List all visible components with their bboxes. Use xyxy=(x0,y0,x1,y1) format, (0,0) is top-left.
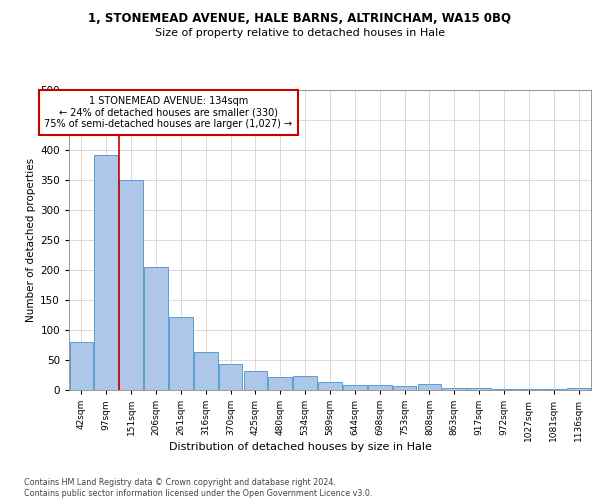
Bar xyxy=(194,352,218,390)
Y-axis label: Number of detached properties: Number of detached properties xyxy=(26,158,36,322)
Bar xyxy=(144,267,168,390)
Text: Contains HM Land Registry data © Crown copyright and database right 2024.
Contai: Contains HM Land Registry data © Crown c… xyxy=(24,478,373,498)
Bar xyxy=(70,342,93,390)
Bar xyxy=(492,389,516,390)
Bar xyxy=(94,155,118,390)
Bar xyxy=(368,384,392,390)
Text: 1 STONEMEAD AVENUE: 134sqm
← 24% of detached houses are smaller (330)
75% of sem: 1 STONEMEAD AVENUE: 134sqm ← 24% of deta… xyxy=(44,96,292,129)
Text: 1, STONEMEAD AVENUE, HALE BARNS, ALTRINCHAM, WA15 0BQ: 1, STONEMEAD AVENUE, HALE BARNS, ALTRINC… xyxy=(89,12,511,26)
Bar xyxy=(293,376,317,390)
Text: Distribution of detached houses by size in Hale: Distribution of detached houses by size … xyxy=(169,442,431,452)
Bar xyxy=(418,384,441,390)
Bar xyxy=(343,384,367,390)
Bar xyxy=(169,317,193,390)
Text: Size of property relative to detached houses in Hale: Size of property relative to detached ho… xyxy=(155,28,445,38)
Bar xyxy=(219,364,242,390)
Bar xyxy=(442,388,466,390)
Bar xyxy=(467,388,491,390)
Bar xyxy=(244,371,267,390)
Bar xyxy=(318,382,342,390)
Bar xyxy=(393,386,416,390)
Bar xyxy=(268,377,292,390)
Bar xyxy=(567,388,590,390)
Bar xyxy=(119,180,143,390)
